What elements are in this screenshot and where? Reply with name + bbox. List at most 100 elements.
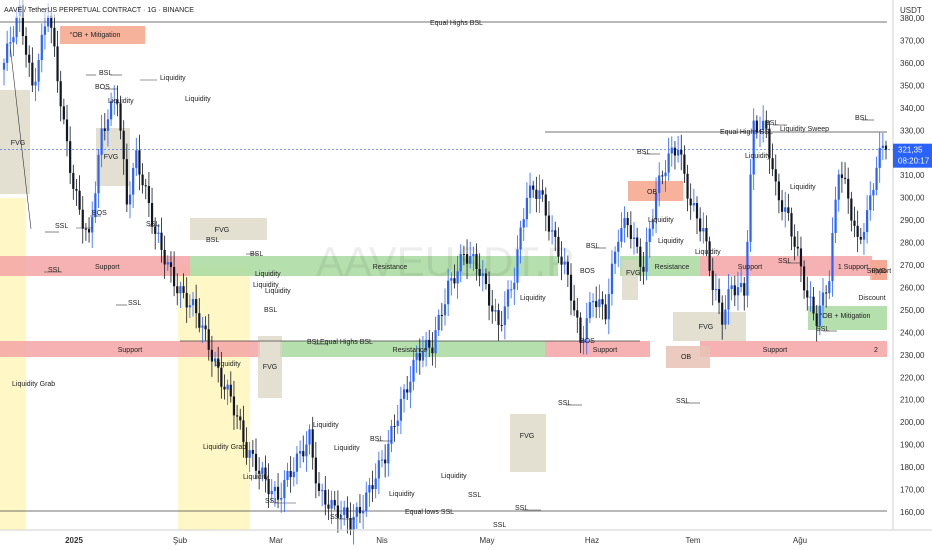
candle-body[interactable] — [62, 106, 65, 120]
candle-body[interactable] — [755, 120, 758, 133]
candle-body[interactable] — [472, 253, 475, 257]
candle-body[interactable] — [645, 241, 648, 272]
candle-body[interactable] — [56, 46, 59, 82]
candle-body[interactable] — [276, 486, 280, 500]
candle-body[interactable] — [119, 103, 122, 131]
candle-body[interactable] — [780, 200, 784, 212]
candle-body[interactable] — [15, 16, 18, 38]
candle-body[interactable] — [591, 301, 595, 303]
candle-body[interactable] — [9, 42, 12, 44]
candle-body[interactable] — [721, 302, 724, 325]
candle-body[interactable] — [317, 483, 321, 491]
candle-body[interactable] — [421, 350, 425, 361]
candle-body[interactable] — [185, 292, 188, 308]
candle-body[interactable] — [875, 167, 878, 190]
candle-body[interactable] — [607, 294, 610, 320]
candle-body[interactable] — [717, 289, 721, 303]
candle-body[interactable] — [692, 203, 695, 206]
candle-body[interactable] — [91, 217, 94, 233]
candle-body[interactable] — [866, 210, 869, 233]
candle-body[interactable] — [654, 193, 658, 220]
candle-body[interactable] — [554, 230, 557, 237]
candle-body[interactable] — [614, 251, 617, 264]
candle-body[interactable] — [286, 470, 289, 480]
candle-body[interactable] — [853, 220, 856, 226]
candle-body[interactable] — [34, 81, 37, 86]
candle-body[interactable] — [163, 249, 166, 265]
candle-body[interactable] — [664, 172, 667, 177]
candle-body[interactable] — [254, 453, 258, 471]
candle-body[interactable] — [765, 120, 768, 129]
candle-body[interactable] — [24, 35, 28, 55]
candle-body[interactable] — [582, 339, 585, 343]
candle-body[interactable] — [563, 261, 566, 265]
candle-body[interactable] — [787, 207, 790, 214]
candle-body[interactable] — [484, 273, 488, 285]
candle-body[interactable] — [541, 190, 544, 195]
price-axis[interactable]: 380,00370,00360,00350,00340,00330,00320,… — [900, 14, 925, 517]
candle-body[interactable] — [333, 500, 336, 506]
candle-body[interactable] — [358, 507, 362, 514]
candle-body[interactable] — [821, 292, 825, 306]
candle-body[interactable] — [40, 34, 43, 61]
candle-body[interactable] — [69, 141, 72, 173]
candle-body[interactable] — [425, 339, 428, 351]
candle-body[interactable] — [884, 145, 888, 150]
candle-body[interactable] — [295, 453, 299, 472]
candle-body[interactable] — [352, 516, 355, 530]
candle-body[interactable] — [434, 330, 437, 354]
candle-body[interactable] — [289, 470, 292, 478]
candle-body[interactable] — [727, 289, 730, 310]
candle-body[interactable] — [330, 500, 333, 509]
candle-body[interactable] — [314, 457, 317, 484]
candle-body[interactable] — [699, 218, 702, 232]
candle-body[interactable] — [686, 173, 689, 199]
candle-body[interactable] — [223, 386, 226, 390]
candle-body[interactable] — [535, 189, 538, 199]
candle-body[interactable] — [651, 219, 654, 229]
candle-body[interactable] — [538, 190, 541, 199]
candle-body[interactable] — [850, 198, 853, 221]
candle-body[interactable] — [437, 314, 440, 331]
candle-body[interactable] — [47, 15, 50, 27]
candle-body[interactable] — [812, 296, 815, 314]
candle-body[interactable] — [236, 415, 239, 417]
candle-body[interactable] — [232, 396, 236, 416]
candle-body[interactable] — [195, 299, 198, 314]
candle-body[interactable] — [371, 485, 374, 490]
candle-body[interactable] — [327, 504, 330, 509]
candle-body[interactable] — [384, 459, 387, 464]
candle-body[interactable] — [188, 305, 191, 308]
candle-body[interactable] — [872, 189, 875, 196]
candle-body[interactable] — [465, 254, 469, 264]
candle-body[interactable] — [847, 178, 850, 199]
candle-body[interactable] — [878, 147, 881, 168]
candle-body[interactable] — [138, 150, 141, 175]
candle-body[interactable] — [506, 289, 510, 307]
candles[interactable] — [2, 0, 888, 545]
candle-body[interactable] — [579, 317, 582, 343]
candle-body[interactable] — [377, 460, 380, 479]
candle-body[interactable] — [749, 174, 752, 242]
candle-body[interactable] — [100, 128, 103, 155]
candle-body[interactable] — [834, 199, 837, 233]
candle-body[interactable] — [825, 292, 828, 294]
candle-body[interactable] — [125, 159, 128, 205]
candle-body[interactable] — [283, 479, 286, 498]
candle-body[interactable] — [595, 301, 598, 308]
candle-body[interactable] — [239, 416, 242, 421]
candle-body[interactable] — [248, 450, 251, 458]
candle-body[interactable] — [661, 175, 664, 177]
candle-body[interactable] — [683, 154, 686, 174]
candle-body[interactable] — [837, 174, 840, 200]
candle-body[interactable] — [478, 269, 481, 276]
candle-body[interactable] — [365, 492, 368, 511]
candle-body[interactable] — [6, 43, 9, 63]
candle-body[interactable] — [840, 174, 843, 178]
candle-body[interactable] — [447, 280, 450, 305]
candle-body[interactable] — [510, 289, 513, 291]
candle-body[interactable] — [462, 254, 465, 256]
candle-body[interactable] — [154, 226, 157, 234]
candle-body[interactable] — [431, 347, 434, 354]
candle-body[interactable] — [784, 207, 787, 212]
